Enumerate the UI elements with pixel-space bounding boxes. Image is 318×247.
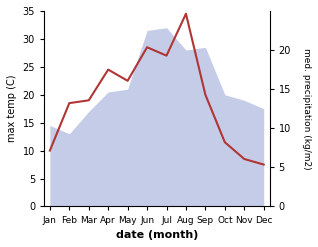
X-axis label: date (month): date (month) xyxy=(116,230,198,240)
Y-axis label: med. precipitation (kg/m2): med. precipitation (kg/m2) xyxy=(302,48,311,169)
Y-axis label: max temp (C): max temp (C) xyxy=(7,75,17,143)
